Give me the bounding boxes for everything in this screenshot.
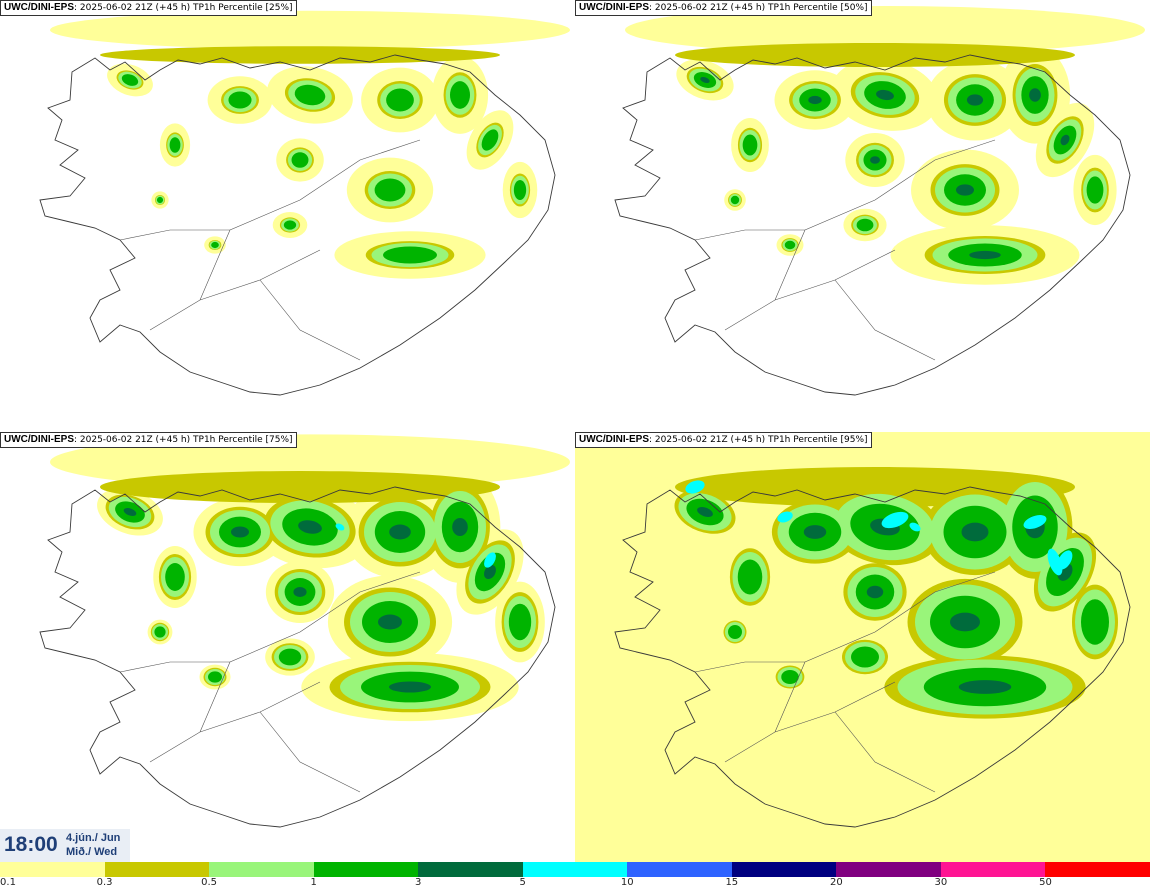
iceland-coastline	[39, 486, 556, 828]
legend-swatch	[627, 862, 732, 877]
product-name: TP1h Percentile [95%]	[768, 435, 868, 445]
panel-title: UWC/DINI-EPS: 2025-06-02 21Z (+45 h) TP1…	[575, 432, 872, 448]
run-info: 2025-06-02 21Z (+45 h)	[654, 435, 766, 445]
legend-swatch	[731, 862, 837, 877]
legend-label: 20	[829, 877, 843, 888]
legend-swatch	[0, 862, 105, 877]
legend-swatch	[418, 862, 523, 877]
precipitation-field	[625, 6, 1145, 285]
valid-time: 18:00	[4, 833, 58, 856]
precipitation-map	[614, 6, 1145, 396]
product-name: TP1h Percentile [50%]	[768, 3, 868, 13]
road-lines	[694, 139, 996, 361]
legend-swatch	[104, 862, 210, 877]
run-info: 2025-06-02 21Z (+45 h)	[654, 3, 766, 13]
precipitation-map	[575, 432, 1150, 862]
valid-time-box: 18:00 4.jún./ Jun Mið./ Wed	[0, 829, 130, 862]
legend-swatch	[522, 862, 628, 877]
precipitation-field	[50, 434, 570, 722]
map-panel-50: UWC/DINI-EPS: 2025-06-02 21Z (+45 h) TP1…	[575, 0, 1150, 430]
precipitation-map	[39, 434, 570, 828]
legend-swatch	[209, 862, 314, 877]
legend-swatch	[1045, 862, 1150, 877]
panel-title: UWC/DINI-EPS: 2025-06-02 21Z (+45 h) TP1…	[575, 0, 872, 16]
legend-label: 10	[620, 877, 634, 888]
iceland-coastline	[39, 54, 556, 396]
legend-label: 0.5	[201, 877, 218, 888]
legend-label: 0.1	[0, 877, 16, 888]
color-legend-bar	[0, 862, 1150, 877]
legend-label: 5	[519, 877, 526, 888]
legend-label: 3	[414, 877, 422, 888]
road-lines	[119, 139, 421, 361]
iceland-coastline	[614, 486, 1131, 828]
precipitation-map	[39, 10, 570, 396]
model-name: UWC/DINI-EPS	[4, 434, 74, 445]
legend-label: 1	[310, 877, 317, 888]
map-panel-25: UWC/DINI-EPS: 2025-06-02 21Z (+45 h) TP1…	[0, 0, 575, 430]
run-info: 2025-06-02 21Z (+45 h)	[79, 3, 191, 13]
legend-label: 50	[1039, 877, 1052, 888]
legend-label: 15	[725, 877, 739, 888]
valid-date-line1: 4.jún./ Jun	[66, 832, 121, 844]
panel-title: UWC/DINI-EPS: 2025-06-02 21Z (+45 h) TP1…	[0, 0, 297, 16]
map-panel-95: UWC/DINI-EPS: 2025-06-02 21Z (+45 h) TP1…	[575, 432, 1150, 862]
valid-date-line2: Mið./ Wed	[66, 846, 118, 858]
precipitation-field	[575, 432, 1150, 862]
model-name: UWC/DINI-EPS	[579, 2, 649, 13]
panel-title: UWC/DINI-EPS: 2025-06-02 21Z (+45 h) TP1…	[0, 432, 297, 448]
road-lines	[694, 571, 996, 793]
iceland-coastline	[614, 54, 1131, 396]
color-legend-labels: 0.1 0.3 0.5 1 3 5 10 15 20 30 50	[0, 877, 1150, 891]
precipitation-field	[50, 10, 570, 279]
product-name: TP1h Percentile [75%]	[193, 435, 293, 445]
legend-swatch	[836, 862, 941, 877]
model-name: UWC/DINI-EPS	[579, 434, 649, 445]
legend-swatch	[313, 862, 419, 877]
map-panel-75: UWC/DINI-EPS: 2025-06-02 21Z (+45 h) TP1…	[0, 432, 575, 862]
legend-label: 0.3	[96, 877, 113, 888]
model-name: UWC/DINI-EPS	[4, 2, 74, 13]
legend-label: 30	[934, 877, 948, 888]
legend-swatch	[940, 862, 1046, 877]
product-name: TP1h Percentile [25%]	[193, 3, 293, 13]
run-info: 2025-06-02 21Z (+45 h)	[79, 435, 191, 445]
road-lines	[119, 571, 421, 793]
